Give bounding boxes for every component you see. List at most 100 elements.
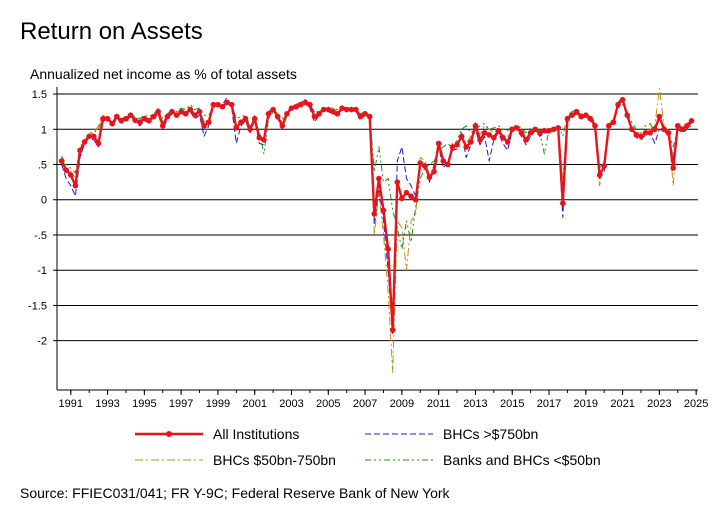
data-point xyxy=(532,126,539,133)
data-point xyxy=(261,137,267,143)
data-point xyxy=(348,106,355,113)
data-point xyxy=(343,106,350,113)
data-point xyxy=(615,101,621,108)
legend-label-2: BHCs >$750bn xyxy=(443,426,538,442)
data-point xyxy=(357,113,364,120)
data-point xyxy=(187,106,194,113)
data-point xyxy=(141,115,148,122)
data-point xyxy=(546,127,552,134)
data-point xyxy=(454,141,460,148)
data-point xyxy=(81,139,88,145)
y-tick-label: 1 xyxy=(41,124,47,136)
data-point xyxy=(201,122,207,129)
data-point xyxy=(118,118,125,124)
y-tick-label: .5 xyxy=(38,160,47,172)
data-point xyxy=(440,158,447,164)
data-point xyxy=(389,327,396,333)
data-point xyxy=(504,139,511,145)
data-point xyxy=(651,126,658,133)
data-point xyxy=(362,110,368,117)
data-point xyxy=(279,122,286,129)
data-point xyxy=(284,110,290,117)
x-tick-label: 1997 xyxy=(169,398,193,410)
data-point xyxy=(95,140,102,147)
data-point xyxy=(661,126,667,133)
x-tick-label: 2009 xyxy=(390,398,414,410)
y-tick-label: 1.5 xyxy=(32,89,47,101)
data-point xyxy=(642,130,649,136)
data-point xyxy=(431,168,437,175)
series-layer xyxy=(58,87,695,373)
data-point xyxy=(477,137,483,143)
data-point xyxy=(491,134,497,141)
x-tick-label: 2007 xyxy=(353,398,377,410)
data-point xyxy=(670,165,676,171)
data-point xyxy=(509,126,516,133)
data-point xyxy=(596,172,603,178)
data-point xyxy=(472,122,479,129)
data-point xyxy=(307,101,313,108)
data-point xyxy=(550,126,557,133)
data-point xyxy=(518,130,525,136)
data-point xyxy=(293,103,299,110)
data-point xyxy=(371,211,378,217)
y-axis-label: Annualized net income as % of total asse… xyxy=(30,66,297,82)
data-point xyxy=(537,130,543,136)
data-point xyxy=(569,112,575,118)
legend-label-4: Banks and BHCs <$50bn xyxy=(443,452,601,468)
x-tick-label: 2021 xyxy=(610,398,634,410)
data-point xyxy=(394,179,401,185)
data-point xyxy=(619,96,626,103)
gridlines xyxy=(57,93,698,342)
data-point xyxy=(564,115,571,122)
data-point xyxy=(113,113,120,120)
data-point xyxy=(435,140,442,147)
data-point xyxy=(146,118,152,124)
data-point xyxy=(684,122,690,129)
data-point xyxy=(417,160,424,166)
data-point xyxy=(380,207,387,214)
data-point xyxy=(573,108,580,115)
data-point xyxy=(297,101,304,108)
data-point xyxy=(495,127,502,134)
data-point xyxy=(541,127,548,134)
data-point xyxy=(288,105,295,111)
x-tick-label: 2023 xyxy=(647,398,671,410)
data-point xyxy=(77,147,83,154)
legend: All Institutions BHCs >$750bn BHCs $50bn-7… xyxy=(135,426,601,468)
data-point xyxy=(228,101,235,108)
data-point xyxy=(587,115,594,122)
data-point xyxy=(155,108,161,115)
data-point xyxy=(196,108,203,115)
data-point xyxy=(109,120,115,127)
data-point xyxy=(178,108,184,115)
data-point xyxy=(251,115,258,122)
data-point xyxy=(458,133,465,140)
data-point xyxy=(688,118,695,124)
data-point xyxy=(353,106,359,113)
data-point xyxy=(164,113,171,120)
data-point xyxy=(468,139,474,145)
data-point xyxy=(408,193,414,200)
data-point xyxy=(674,122,681,129)
data-point xyxy=(210,101,217,108)
data-point xyxy=(233,125,240,131)
x-tick-label: 2015 xyxy=(500,398,524,410)
legend-label-3: BHCs $50bn-750bn xyxy=(213,452,336,468)
data-point xyxy=(100,115,106,122)
x-tick-label: 1999 xyxy=(206,398,230,410)
y-tick-label: -1.5 xyxy=(28,300,47,312)
data-point xyxy=(67,172,74,178)
data-point xyxy=(376,175,382,182)
data-point xyxy=(628,126,635,133)
data-point xyxy=(583,112,589,118)
data-point xyxy=(270,106,276,113)
data-point xyxy=(256,134,263,141)
data-point xyxy=(385,246,391,252)
chart-title: Return on Assets xyxy=(20,18,203,45)
data-point xyxy=(486,132,493,138)
y-tick-label: -2 xyxy=(37,336,47,348)
data-point xyxy=(224,99,230,106)
